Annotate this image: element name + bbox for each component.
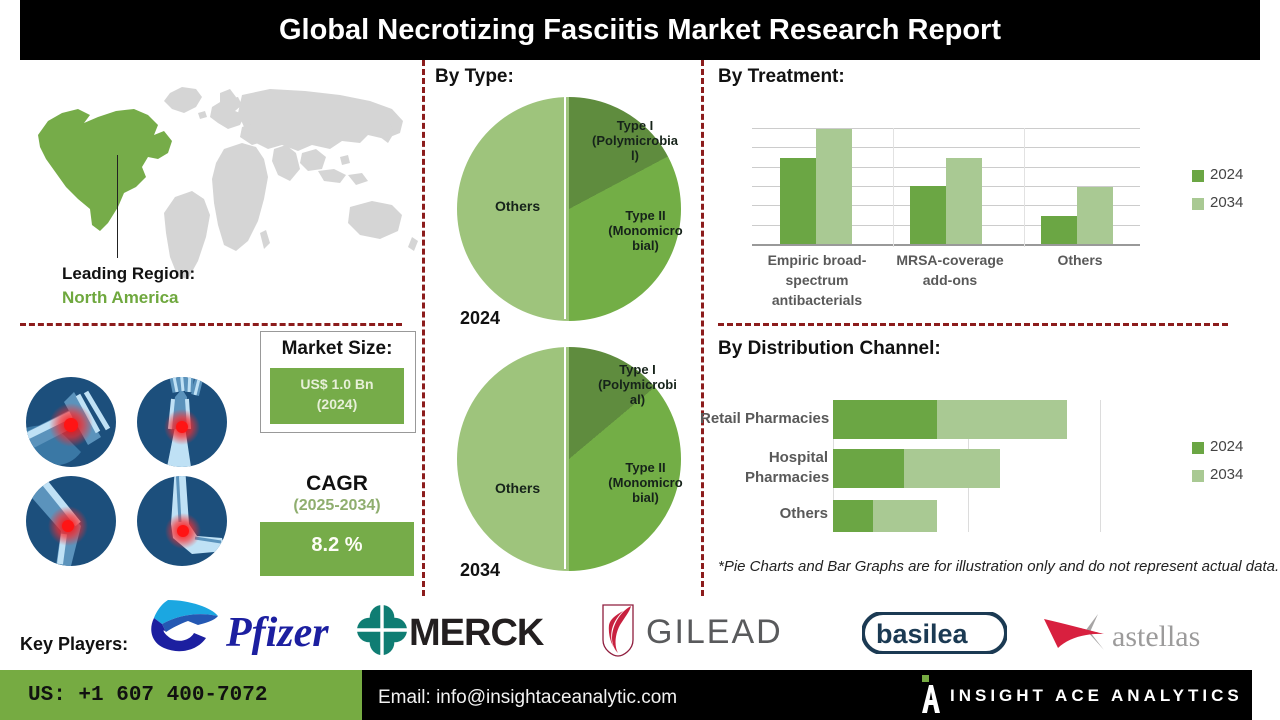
svg-text:Pfizer: Pfizer	[225, 610, 329, 656]
svg-text:GILEAD: GILEAD	[646, 613, 783, 651]
svg-text:MERCK: MERCK	[409, 612, 545, 654]
svg-text:basilea: basilea	[876, 619, 969, 649]
svg-text:astellas: astellas	[1112, 620, 1200, 653]
